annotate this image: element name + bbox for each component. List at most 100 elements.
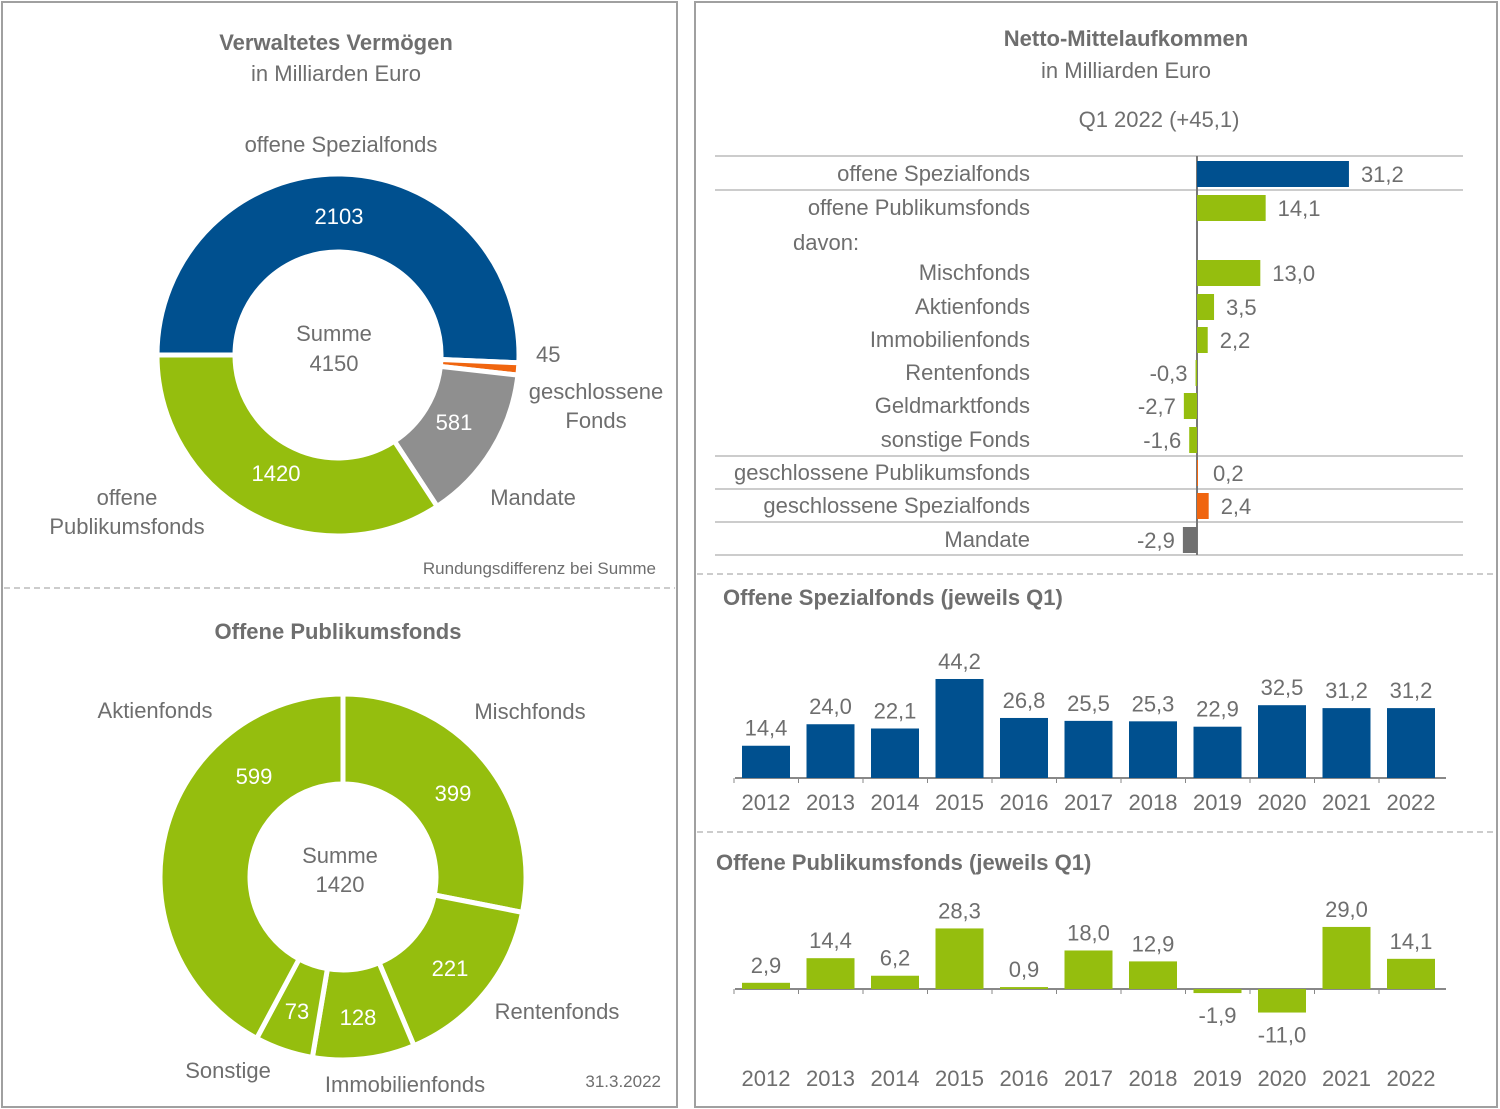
bar-2015	[935, 678, 984, 778]
left-panel-border	[1, 1, 678, 1108]
bar-2013	[806, 724, 855, 778]
x-tick-label: 2021	[1322, 1066, 1371, 1091]
value-label: 2,4	[1221, 494, 1252, 519]
x-tick-label: 2018	[1129, 1066, 1178, 1091]
bar-2017	[1064, 720, 1113, 778]
x-tick-label: 2017	[1064, 1066, 1113, 1091]
date-label: 31.3.2022	[585, 1072, 661, 1091]
value-2103: 2103	[315, 204, 364, 229]
value-label: 31,2	[1325, 678, 1368, 703]
value-label: 32,5	[1261, 675, 1304, 700]
x-tick-label: 2012	[742, 1066, 791, 1091]
x-tick-label: 2022	[1387, 1066, 1436, 1091]
bar-2015	[935, 928, 984, 989]
row-label: Mischfonds	[919, 260, 1030, 285]
bar-2021	[1322, 926, 1371, 989]
title-netto-mittelaufkommen: Netto-Mittelaufkommen	[1004, 26, 1248, 51]
hbar-mandate	[1182, 527, 1197, 553]
bar-2013	[806, 958, 855, 989]
value-label: -1,6	[1143, 428, 1181, 453]
value-label: 14,4	[745, 716, 788, 741]
x-tick-label: 2019	[1193, 790, 1242, 815]
row-label: Immobilienfonds	[870, 327, 1030, 352]
center-value-2: 1420	[316, 872, 365, 897]
label-rentenfonds: Rentenfonds	[495, 999, 620, 1024]
center-label-2: Summe	[302, 843, 378, 868]
bar-2016	[1000, 987, 1048, 989]
hbar-netto-mittelaufkommen: offene Spezialfonds 31,2 offene Publikumsf…	[715, 155, 1463, 556]
value-label: 13,0	[1272, 261, 1315, 286]
value-label: 44,2	[938, 649, 981, 674]
value-label: 31,2	[1361, 162, 1404, 187]
bar-2016	[1000, 717, 1048, 778]
period-label: Q1 2022 (+45,1)	[1079, 107, 1240, 132]
x-tick-label: 2014	[871, 1066, 920, 1091]
value-label: 14,1	[1390, 929, 1433, 954]
label-geschlossene: geschlossene	[529, 379, 664, 404]
row-label: Geldmarktfonds	[875, 393, 1030, 418]
value-label: -1,9	[1199, 1003, 1237, 1028]
bar-2014	[871, 975, 919, 989]
title-publikumsfonds-q1: Offene Publikumsfonds (jeweils Q1)	[716, 850, 1091, 875]
value-1420: 1420	[252, 461, 301, 486]
bar-2019	[1193, 989, 1242, 994]
label-publikumsfonds: Publikumsfonds	[49, 514, 204, 539]
value-label: -2,7	[1138, 394, 1176, 419]
hbar-mischfonds	[1197, 260, 1261, 286]
bar-2014	[871, 728, 919, 778]
row-label: Mandate	[944, 527, 1030, 552]
right-panel-border	[694, 1, 1498, 1108]
slice-mischfonds	[340, 691, 529, 916]
value-45: 45	[536, 342, 560, 367]
x-tick-label: 2012	[742, 790, 791, 815]
hbar-geschlossene-spezialfonds	[1197, 493, 1209, 519]
hbar-sonstige-fonds	[1189, 427, 1197, 453]
row-label: offene Publikumsfonds	[808, 195, 1030, 220]
donut-verwaltetes-vermoegen	[154, 171, 522, 539]
center-label-1: Summe	[296, 321, 372, 346]
value-label: 25,3	[1132, 691, 1175, 716]
value-label: 0,9	[1009, 957, 1040, 982]
value-label: 31,2	[1390, 678, 1433, 703]
value-label: 22,1	[874, 698, 917, 723]
x-tick-label: 2017	[1064, 790, 1113, 815]
label-aktienfonds: Aktienfonds	[98, 698, 213, 723]
bar-chart-spezialfonds: 14,4 2012 24,0 2013 22,1 2014 44,2 2015 26,8 2016…	[733, 649, 1446, 815]
donut-offene-publikumsfonds	[157, 691, 529, 1063]
hbar-geschlossene-publikumsfonds	[1197, 460, 1198, 486]
x-tick-label: 2021	[1322, 790, 1371, 815]
x-tick-label: 2016	[1000, 1066, 1049, 1091]
subtitle-2: in Milliarden Euro	[1041, 58, 1211, 83]
x-tick-label: 2019	[1193, 1066, 1242, 1091]
hbar-aktienfonds	[1197, 294, 1215, 320]
value-73: 73	[285, 999, 309, 1024]
bar-2018	[1129, 961, 1177, 989]
value-label: 14,4	[809, 928, 852, 953]
value-581: 581	[436, 410, 473, 435]
slice-offene-spezialfonds	[154, 171, 522, 366]
row-label: geschlossene Publikumsfonds	[734, 460, 1030, 485]
davon-label: davon:	[793, 230, 859, 255]
value-label: -2,9	[1137, 528, 1175, 553]
value-599: 599	[236, 764, 273, 789]
slice-aktienfonds	[157, 691, 346, 1042]
value-label: -11,0	[1258, 1023, 1307, 1048]
hbar-offene-publikumsfonds	[1197, 195, 1266, 221]
bar-2012	[742, 982, 790, 989]
value-label: 0,2	[1213, 461, 1244, 486]
row-label: geschlossene Spezialfonds	[763, 493, 1030, 518]
label-offene-spezialfonds: offene Spezialfonds	[245, 132, 438, 157]
x-tick-label: 2020	[1258, 790, 1307, 815]
title-offene-publikumsfonds: Offene Publikumsfonds	[215, 619, 462, 644]
label-offene: offene	[97, 485, 158, 510]
bar-2022	[1387, 958, 1435, 989]
x-tick-label: 2015	[935, 790, 984, 815]
value-label: -0,3	[1150, 361, 1188, 386]
center-value-1: 4150	[310, 351, 359, 376]
x-tick-label: 2014	[871, 790, 920, 815]
label-immobilienfonds: Immobilienfonds	[325, 1072, 485, 1097]
bar-2021	[1322, 708, 1371, 778]
bar-2022	[1387, 708, 1435, 778]
label-mandate: Mandate	[490, 485, 576, 510]
x-tick-label: 2018	[1129, 790, 1178, 815]
